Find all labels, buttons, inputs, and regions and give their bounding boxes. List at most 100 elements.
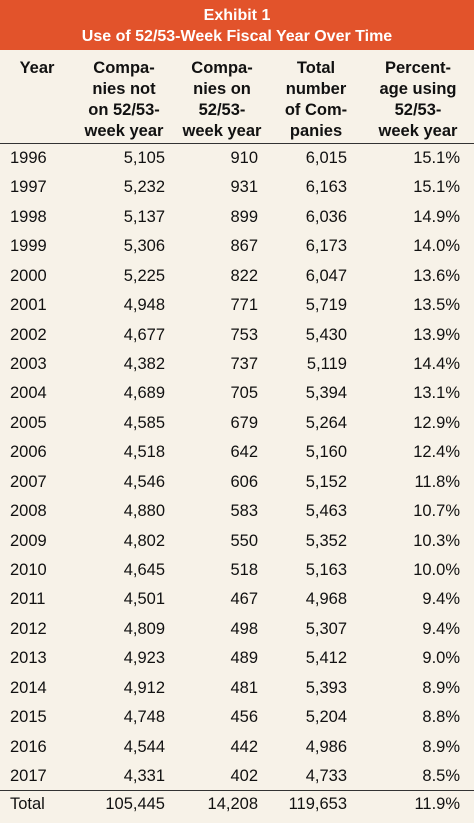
table-cell: 9.0% <box>422 649 460 668</box>
table-cell: 822 <box>230 266 258 285</box>
table-cell: 402 <box>230 767 258 786</box>
table-cell: 13.6% <box>413 266 460 285</box>
table-cell: 5,719 <box>305 296 347 315</box>
table-cell: 6,047 <box>305 266 347 285</box>
table-cell: 4,689 <box>123 384 165 403</box>
table-cell: 4,809 <box>123 619 165 638</box>
table-cell: 5,306 <box>123 237 165 256</box>
table-cell: 5,393 <box>305 678 347 697</box>
column-header: nies on <box>193 80 251 98</box>
total-cell: 105,445 <box>105 795 165 813</box>
table-cell: 6,015 <box>305 149 347 167</box>
table-cell: 5,232 <box>123 178 165 197</box>
table-cell: 2016 <box>10 737 47 756</box>
table-cell: 4,518 <box>123 443 165 462</box>
column-header: Compa- <box>93 59 155 77</box>
table-cell: 14.4% <box>413 355 460 373</box>
table-cell: 481 <box>230 678 258 697</box>
table-cell: 8.9% <box>422 737 460 756</box>
table-cell: 467 <box>230 590 258 609</box>
table-cell: 910 <box>230 149 258 167</box>
column-header: Percent- <box>384 59 452 77</box>
table-cell: 1997 <box>10 178 47 197</box>
column-header: panies <box>289 122 343 140</box>
table-cell: 4,912 <box>123 678 165 697</box>
table-cell: 10.3% <box>413 531 460 550</box>
table-cell: 4,880 <box>123 502 165 521</box>
table-cell: 5,152 <box>305 472 347 491</box>
column-header: week year <box>378 122 458 140</box>
title: Exhibit 1 <box>203 7 271 24</box>
table-cell: 5,225 <box>123 266 165 285</box>
table-cell: 5,105 <box>123 149 165 167</box>
table-cell: 2017 <box>10 767 47 786</box>
table-cell: 5,163 <box>305 561 347 580</box>
table-cell: 6,173 <box>305 237 347 256</box>
table-cell: 8.9% <box>422 678 460 697</box>
table-cell: 2006 <box>10 443 47 462</box>
table-cell: 12.9% <box>413 413 460 432</box>
table-cell: 4,585 <box>123 413 165 432</box>
table-cell: 13.9% <box>413 325 460 344</box>
table-cell: 931 <box>230 178 258 197</box>
table-cell: 642 <box>230 443 258 462</box>
table-cell: 550 <box>230 531 258 550</box>
table-cell: 4,382 <box>123 355 165 373</box>
column-header: Year <box>19 59 55 77</box>
table-cell: 15.1% <box>413 149 460 167</box>
table-cell: 4,677 <box>123 325 165 344</box>
table-cell: 899 <box>230 207 258 226</box>
column-header: Compa- <box>191 59 253 77</box>
table-cell: 705 <box>230 384 258 403</box>
table-cell: 2000 <box>10 266 47 285</box>
total-cell: Total <box>10 795 45 813</box>
table-cell: 1999 <box>10 237 47 256</box>
table-cell: 4,968 <box>305 590 347 609</box>
table-cell: 2014 <box>10 678 47 697</box>
column-header: number <box>285 80 347 98</box>
table-cell: 13.1% <box>413 384 460 403</box>
table-cell: 679 <box>230 413 258 432</box>
table-cell: 606 <box>230 472 258 491</box>
table-cell: 9.4% <box>422 619 460 638</box>
table-cell: 9.4% <box>422 590 460 609</box>
column-header: week year <box>182 122 262 140</box>
table-cell: 4,748 <box>123 708 165 727</box>
table-cell: 4,544 <box>123 737 165 756</box>
column-header: 52/53- <box>394 101 442 119</box>
table-cell: 4,645 <box>123 561 165 580</box>
subtitle: Use of 52/53-Week Fiscal Year Over Time <box>81 28 393 45</box>
table-cell: 14.9% <box>413 207 460 226</box>
table-cell: 489 <box>230 649 258 668</box>
table-cell: 442 <box>230 737 258 756</box>
table-cell: 12.4% <box>413 443 460 462</box>
table-cell: 2013 <box>10 649 47 668</box>
table-cell: 2002 <box>10 325 47 344</box>
table-cell: 518 <box>230 561 258 580</box>
table-cell: 4,546 <box>123 472 165 491</box>
table-cell: 1998 <box>10 207 47 226</box>
table-cell: 2003 <box>10 355 47 373</box>
column-header: age using <box>379 80 457 98</box>
table-cell: 498 <box>230 619 258 638</box>
table-cell: 2007 <box>10 472 47 491</box>
table-cell: 771 <box>230 296 258 315</box>
table-cell: 5,463 <box>305 502 347 521</box>
table-cell: 5,394 <box>305 384 347 403</box>
table-cell: 1996 <box>10 149 47 167</box>
table-cell: 4,331 <box>123 767 165 786</box>
column-header: 52/53- <box>198 101 246 119</box>
table-cell: 5,119 <box>306 355 347 373</box>
table-cell: 4,733 <box>305 767 347 786</box>
table-cell: 15.1% <box>413 178 460 197</box>
column-header: week year <box>84 122 164 140</box>
table-cell: 5,352 <box>305 531 347 550</box>
column-header: of Com- <box>284 101 348 119</box>
table-cell: 2004 <box>10 384 47 403</box>
column-header: nies not <box>92 80 156 98</box>
table-cell: 4,923 <box>123 649 165 668</box>
table-cell: 2009 <box>10 531 47 550</box>
table-cell: 5,137 <box>123 207 165 226</box>
table-cell: 13.5% <box>413 296 460 315</box>
